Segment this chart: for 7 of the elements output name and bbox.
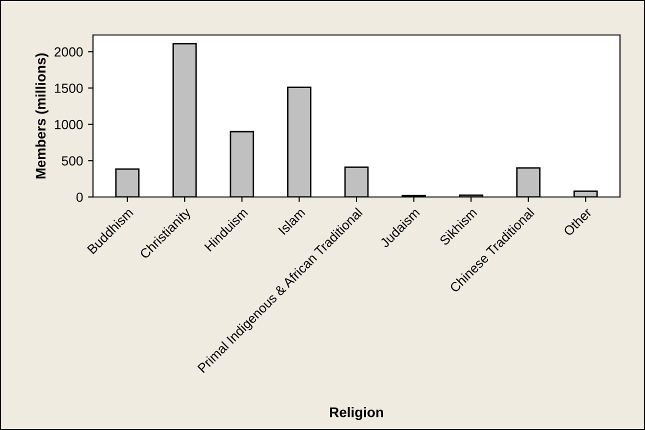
y-tick-label: 1000: [54, 120, 83, 130]
y-tick-label: 500: [62, 156, 83, 166]
y-axis-title: Members (millions): [35, 53, 48, 178]
y-tick-label: 1500: [54, 84, 83, 93]
y-tick-label: 2000: [54, 47, 83, 57]
y-tick-label: 0: [76, 192, 83, 202]
x-axis-title: Religion: [330, 407, 384, 420]
